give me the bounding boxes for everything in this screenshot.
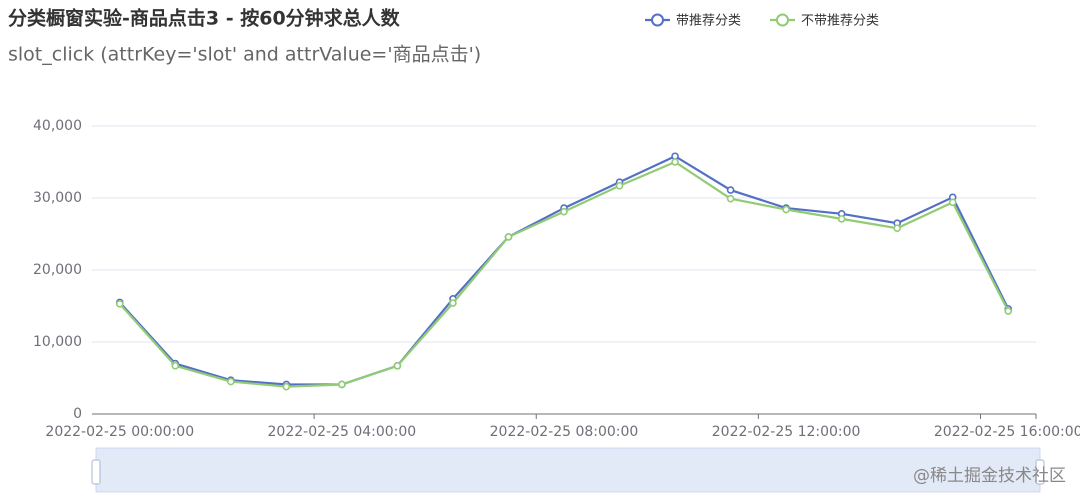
data-point [948, 198, 957, 207]
zoom-track[interactable] [95, 447, 1041, 493]
data-point [837, 215, 846, 223]
y-tick-label: 40,000 [33, 118, 82, 134]
chart-subtitle: slot_click (attrKey='slot' and attrValue… [8, 44, 481, 66]
data-point [115, 300, 124, 308]
data-point [504, 233, 513, 241]
data-point [449, 299, 457, 307]
zoom-handle[interactable] [91, 459, 101, 485]
data-point [338, 380, 346, 389]
data-point [726, 186, 735, 194]
data-point [171, 361, 180, 370]
data-point [560, 207, 568, 216]
data-zoom[interactable] [91, 447, 1045, 493]
x-tick-label: 2022-02-25 00:00:00 [45, 424, 194, 440]
data-point [1004, 307, 1013, 315]
x-tick-label: 2022-02-25 16:00:00 [934, 424, 1080, 440]
legend-marker [776, 13, 789, 27]
zoom-window[interactable] [96, 448, 1040, 492]
chart-title: 分类橱窗实验-商品点击3 - 按60分钟求总人数 [8, 7, 401, 30]
zoom-handle[interactable] [1035, 459, 1045, 485]
y-tick-label: 30,000 [33, 190, 82, 206]
data-point [615, 181, 624, 190]
series-line [118, 160, 1010, 388]
data-point [282, 382, 291, 391]
y-tick-label: 20,000 [33, 262, 82, 278]
data-point [393, 361, 402, 370]
watermark: @稀土掘金技术社区 [913, 466, 1066, 486]
data-point [726, 194, 735, 203]
y-tick-label: 10,000 [33, 334, 82, 350]
legend-label: 带推荐分类 [676, 14, 741, 29]
y-tick-label: 0 [73, 406, 82, 422]
legend-marker [651, 13, 664, 27]
data-point [671, 158, 679, 166]
x-tick-label: 2022-02-25 12:00:00 [712, 424, 861, 440]
legend-label: 不带推荐分类 [801, 14, 879, 29]
x-tick-label: 2022-02-25 04:00:00 [268, 424, 417, 440]
data-point [782, 205, 790, 214]
data-point [893, 224, 901, 233]
x-tick-label: 2022-02-25 08:00:00 [490, 424, 639, 440]
data-point [227, 377, 235, 386]
